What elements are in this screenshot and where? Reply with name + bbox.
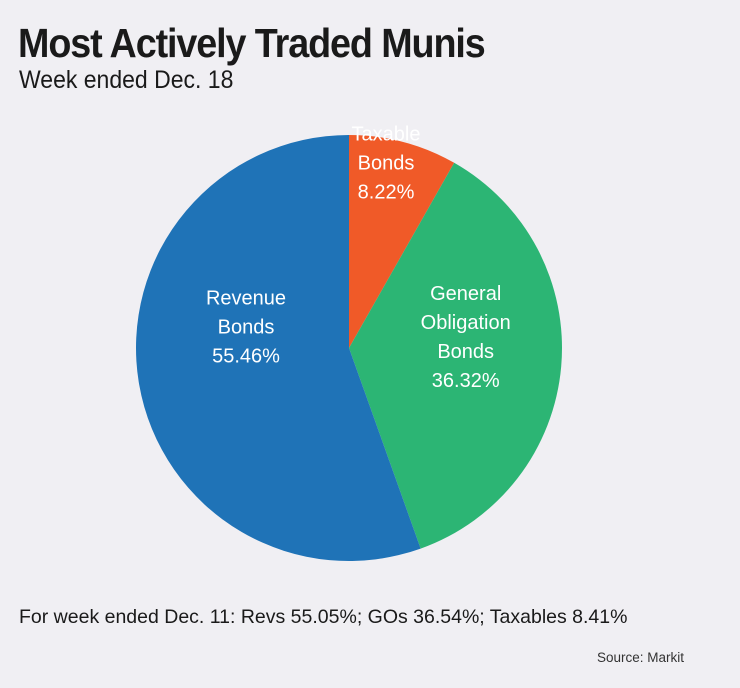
slice-name-label: Bonds [218, 316, 275, 338]
slice-name-label: Bonds [437, 341, 494, 363]
slice-value-label: 55.46% [212, 345, 280, 367]
slice-label-group: General Obligation Bonds 36.32% [421, 283, 511, 392]
slice-value-label: 8.22% [358, 181, 415, 203]
pie-slice-taxable-bonds [349, 135, 455, 348]
slice-value-label: 36.32% [432, 370, 500, 392]
slice-name-label: Taxable [352, 123, 421, 145]
source-note: Source: Markit [596, 650, 684, 665]
pie-slice-general-obligation-bonds [349, 162, 562, 549]
slice-name-label: Revenue [206, 287, 286, 309]
slice-name-label: General [430, 283, 501, 305]
slice-label-group: Taxable Bonds 8.22% [352, 123, 421, 203]
pie-slice-revenue-bonds [135, 135, 421, 561]
footnote: For week ended Dec. 11: Revs 55.05%; GOs… [19, 606, 628, 628]
chart-subtitle: Week ended Dec. 18 [19, 66, 234, 94]
slice-label-group: Revenue Bonds 55.46% [206, 287, 286, 367]
slice-name-label: Obligation [421, 312, 511, 334]
chart-title: Most Actively Traded Munis [18, 20, 486, 66]
slice-name-label: Bonds [358, 152, 415, 174]
